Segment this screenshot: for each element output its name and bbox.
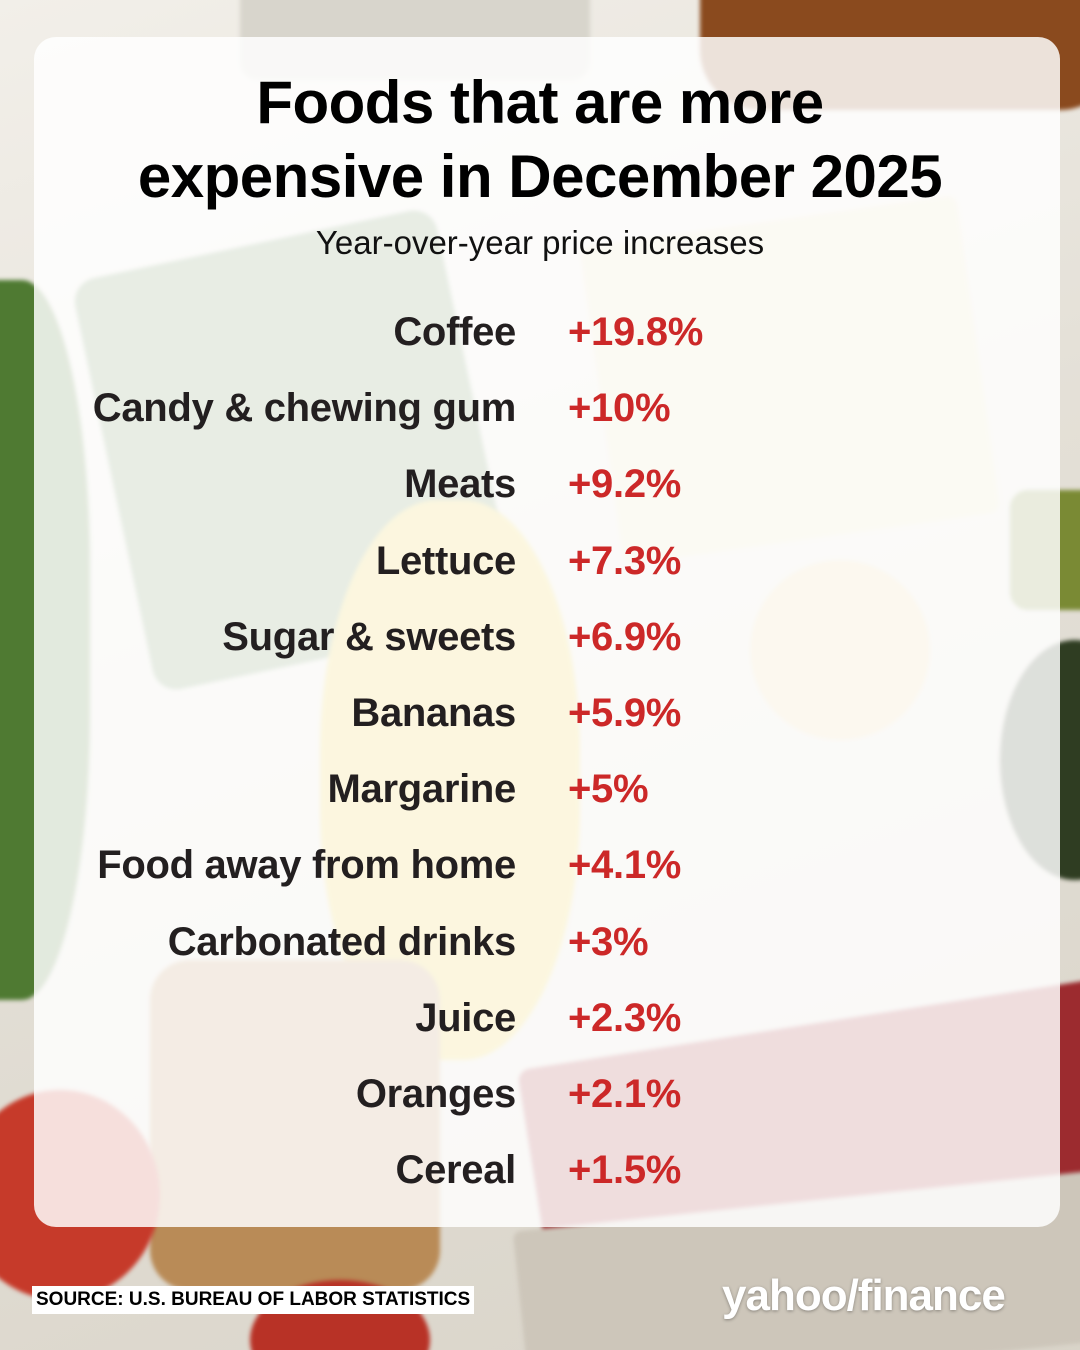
increase-value: +1.5% bbox=[568, 1148, 682, 1193]
category-label: Juice bbox=[415, 995, 516, 1040]
chart-subtitle: Year-over-year price increases bbox=[315, 224, 765, 261]
yahoo-finance-logo: yahoo/finance bbox=[722, 1271, 1006, 1320]
table-row: Sugar & sweets +6.9% bbox=[0, 607, 1080, 667]
table-row: Candy & chewing gum +10% bbox=[0, 378, 1080, 438]
category-label: Coffee bbox=[393, 310, 516, 354]
increase-value: +5% bbox=[568, 767, 649, 812]
increase-value: +5.9% bbox=[568, 691, 682, 735]
category-label: Margarine bbox=[327, 767, 517, 812]
category-label: Carbonated drinks bbox=[167, 919, 517, 964]
category-label: Candy & chewing gum bbox=[92, 386, 517, 431]
category-label: Sugar & sweets bbox=[222, 614, 516, 659]
category-label: Food away from home bbox=[97, 843, 516, 888]
table-row: Coffee +19.8% bbox=[0, 302, 1080, 362]
chart-title-line2: expensive in December 2025 bbox=[137, 143, 943, 210]
increase-value: +2.1% bbox=[568, 1072, 682, 1116]
table-row: Oranges +2.1% bbox=[0, 1064, 1080, 1124]
category-label: Bananas bbox=[351, 691, 516, 735]
category-label: Lettuce bbox=[375, 538, 516, 583]
category-label: Oranges bbox=[355, 1072, 516, 1116]
table-row: Lettuce +7.3% bbox=[0, 531, 1080, 591]
increase-value: +6.9% bbox=[568, 614, 682, 659]
table-row: Bananas +5.9% bbox=[0, 683, 1080, 743]
table-row: Meats +9.2% bbox=[0, 454, 1080, 514]
increase-value: +7.3% bbox=[568, 538, 682, 583]
chart-title-line1: Foods that are more bbox=[256, 69, 824, 136]
table-row: Food away from home +4.1% bbox=[0, 835, 1080, 895]
source-note: SOURCE: U.S. BUREAU OF LABOR STATISTICS bbox=[32, 1286, 475, 1314]
increase-value: +2.3% bbox=[568, 995, 682, 1040]
increase-value: +3% bbox=[568, 919, 649, 964]
category-label: Meats bbox=[404, 462, 516, 507]
increase-value: +10% bbox=[568, 386, 671, 431]
table-row: Juice +2.3% bbox=[0, 988, 1080, 1048]
table-row: Cereal +1.5% bbox=[0, 1140, 1080, 1200]
table-row: Margarine +5% bbox=[0, 759, 1080, 819]
increase-value: +4.1% bbox=[568, 843, 682, 888]
chart-title: Foods that are more expensive in Decembe… bbox=[0, 66, 1080, 214]
category-label: Cereal bbox=[395, 1148, 516, 1193]
increase-value: +9.2% bbox=[568, 462, 682, 507]
content-card bbox=[34, 37, 1060, 1227]
table-row: Carbonated drinks +3% bbox=[0, 912, 1080, 972]
increase-value: +19.8% bbox=[568, 310, 703, 354]
